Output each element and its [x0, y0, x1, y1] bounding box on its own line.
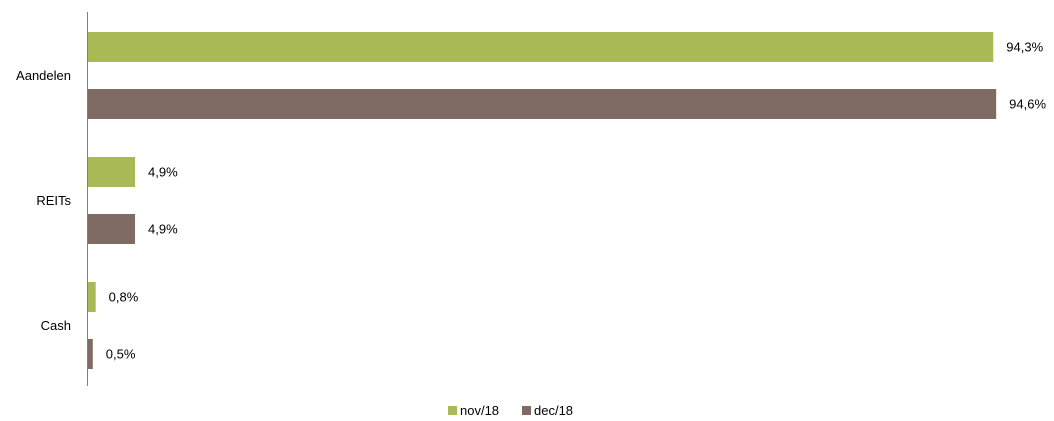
category-labels-layer: Aandelen REITs Cash	[16, 68, 71, 333]
category-label-cash: Cash	[41, 318, 71, 333]
value-label-reits-nov-18: 4,9%	[148, 165, 178, 180]
bar-cash-nov-18	[88, 282, 96, 312]
bar-cash-dec-18	[88, 339, 93, 369]
category-label-reits: REITs	[36, 193, 71, 208]
legend-swatch-dec-18	[522, 406, 531, 415]
bars-layer	[88, 32, 997, 369]
value-label-aandelen-dec-18: 94,6%	[1009, 97, 1046, 112]
bar-aandelen-dec-18	[88, 89, 997, 119]
legend: nov/18 dec/18	[448, 403, 573, 418]
value-label-aandelen-nov-18: 94,3%	[1006, 40, 1043, 55]
bar-reits-dec-18	[88, 214, 136, 244]
value-label-cash-dec-18: 0,5%	[106, 347, 136, 362]
legend-label-dec-18: dec/18	[534, 403, 573, 418]
legend-swatch-nov-18	[448, 406, 457, 415]
bar-reits-nov-18	[88, 157, 136, 187]
value-labels-layer: 94,3% 94,6% 4,9% 4,9% 0,8% 0,5%	[106, 40, 1047, 362]
value-label-reits-dec-18: 4,9%	[148, 222, 178, 237]
legend-label-nov-18: nov/18	[460, 403, 499, 418]
value-label-cash-nov-18: 0,8%	[109, 290, 139, 305]
category-label-aandelen: Aandelen	[16, 68, 71, 83]
bar-aandelen-nov-18	[88, 32, 994, 62]
